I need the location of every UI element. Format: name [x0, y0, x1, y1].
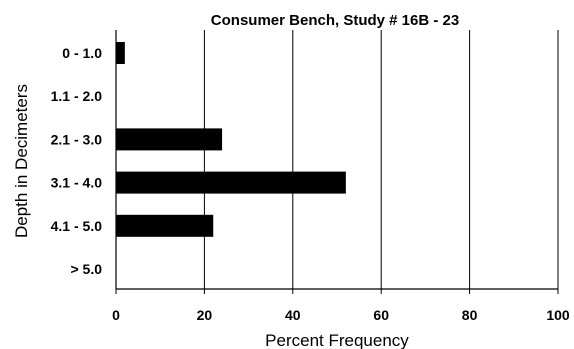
x-tick-label: 80 — [462, 307, 478, 323]
x-tick-label: 0 — [112, 307, 120, 323]
y-category-label: 2.1 - 3.0 — [51, 131, 103, 147]
x-tick-label: 40 — [285, 307, 301, 323]
x-tick-label: 20 — [197, 307, 213, 323]
bar-3 — [116, 171, 346, 194]
x-tick-labels: 0 20 40 60 80 100 — [112, 289, 570, 323]
bar-4 — [116, 214, 214, 237]
grid-lines — [203, 30, 559, 289]
bar-0 — [116, 42, 125, 64]
y-category-label: 0 - 1.0 — [62, 45, 102, 61]
x-tick-label: 100 — [546, 307, 570, 323]
y-axis-label: Depth in Decimeters — [12, 84, 31, 238]
y-category-label: 1.1 - 2.0 — [51, 88, 103, 104]
chart-title: Consumer Bench, Study # 16B - 23 — [211, 12, 459, 29]
bars — [116, 42, 346, 237]
y-category-label: > 5.0 — [70, 261, 102, 277]
y-category-label: 4.1 - 5.0 — [51, 218, 103, 234]
x-tick-label: 60 — [373, 307, 389, 323]
y-category-labels: 0 - 1.0 1.1 - 2.0 2.1 - 3.0 3.1 - 4.0 4.1 - … — [51, 45, 103, 277]
bar-2 — [116, 128, 223, 151]
y-category-label: 3.1 - 4.0 — [51, 175, 103, 191]
x-axis-label: Percent Frequency — [265, 331, 409, 349]
